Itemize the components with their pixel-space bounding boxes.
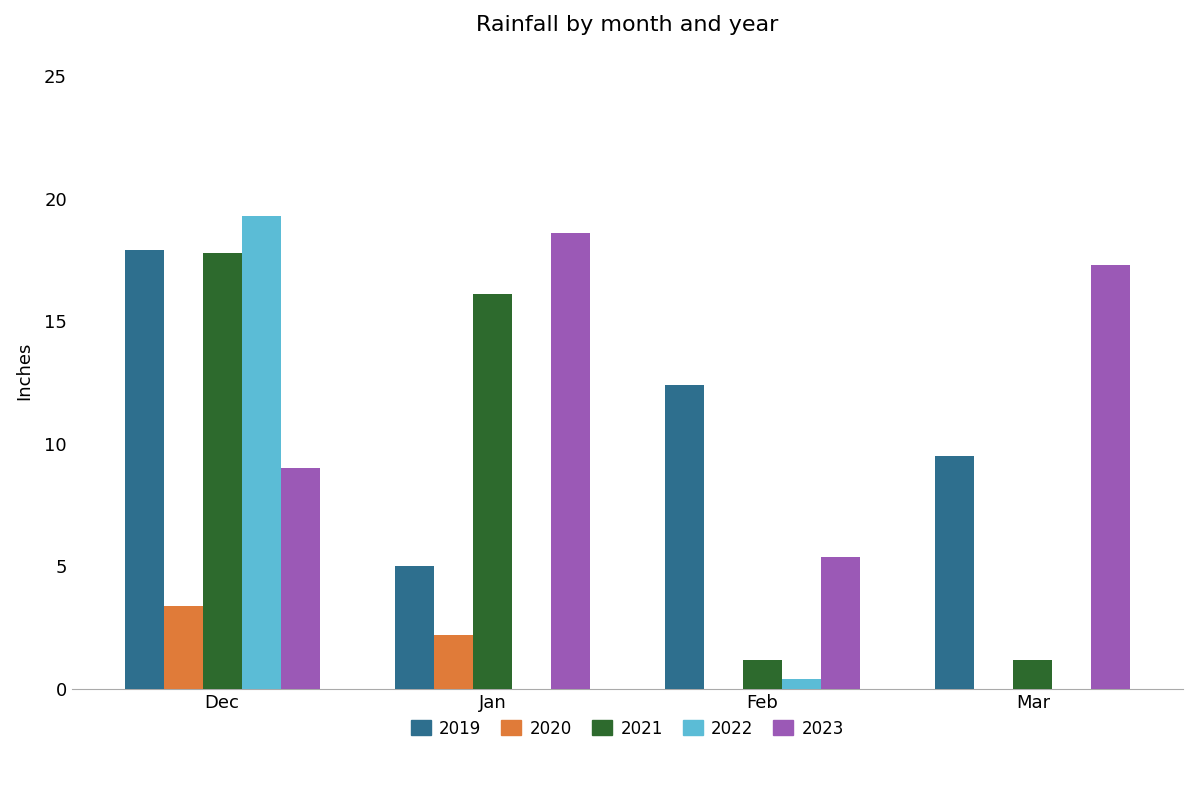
Bar [782, 679, 821, 689]
Bar [242, 216, 280, 689]
Bar [164, 605, 202, 689]
Legend: 2019, 2020, 2021, 2022, 2023: 2019, 2020, 2021, 2022, 2023 [404, 713, 851, 744]
Bar [821, 557, 860, 689]
Bar [473, 294, 512, 689]
Bar [280, 468, 320, 689]
Bar [743, 659, 782, 689]
Bar [1014, 659, 1052, 689]
Y-axis label: Inches: Inches [16, 341, 34, 400]
Bar [936, 456, 974, 689]
Bar [665, 385, 704, 689]
Bar [551, 233, 589, 689]
Bar [434, 635, 473, 689]
Title: Rainfall by month and year: Rainfall by month and year [477, 15, 779, 35]
Bar [202, 253, 242, 689]
Bar [125, 251, 164, 689]
Bar [1091, 265, 1131, 689]
Bar [395, 567, 434, 689]
